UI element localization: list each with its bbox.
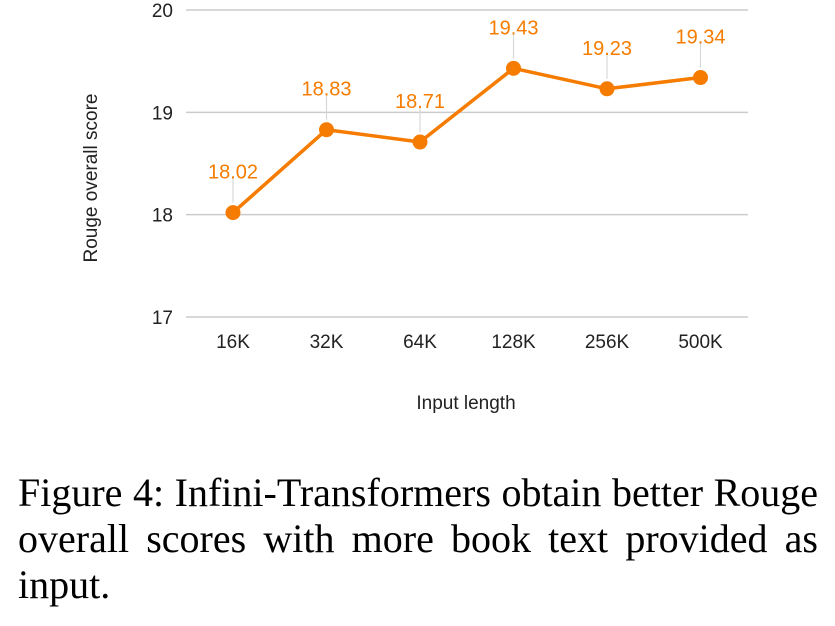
data-label: 19.34	[675, 27, 725, 49]
series-line	[231, 66, 701, 214]
line-chart: 17 18 19 20 16K 32K 64K 128K 256K 500K 18.02 18.8…	[81, 1, 748, 414]
data-label: 18.02	[208, 162, 258, 184]
y-tick-label: 19	[152, 103, 173, 124]
data-point	[225, 205, 241, 221]
figure-caption: Figure 4: Infini-Transformers obtain bet…	[18, 470, 818, 607]
x-tick-label: 256K	[585, 332, 630, 353]
y-tick-label: 20	[152, 1, 173, 22]
data-label: 18.83	[301, 79, 351, 101]
data-label: 19.43	[488, 17, 538, 39]
x-axis-title: Input length	[416, 393, 515, 414]
data-point	[412, 134, 428, 150]
series-group	[231, 66, 701, 214]
y-tick-label: 17	[152, 308, 173, 329]
data-point	[599, 81, 615, 97]
x-tick-label: 16K	[216, 332, 250, 353]
x-tick-label: 500K	[678, 332, 723, 353]
x-tick-label: 128K	[491, 332, 536, 353]
x-tick-label: 32K	[310, 332, 344, 353]
y-axis-title: Rouge overall score	[81, 94, 102, 263]
label-connectors	[232, 34, 702, 203]
gridlines	[186, 9, 748, 318]
data-points	[225, 60, 708, 221]
y-tick-label: 18	[152, 206, 173, 227]
data-point	[506, 60, 521, 76]
x-axis-ticks: 16K 32K 64K 128K 256K 500K	[216, 332, 723, 353]
x-tick-label: 64K	[403, 332, 437, 353]
y-axis-ticks: 17 18 19 20	[152, 1, 173, 329]
data-point	[319, 122, 334, 138]
data-point	[693, 70, 708, 86]
data-label: 18.71	[395, 91, 445, 113]
data-labels: 18.02 18.83 18.71 19.43 19.23 19.34	[208, 17, 726, 183]
data-label: 19.23	[582, 38, 632, 60]
